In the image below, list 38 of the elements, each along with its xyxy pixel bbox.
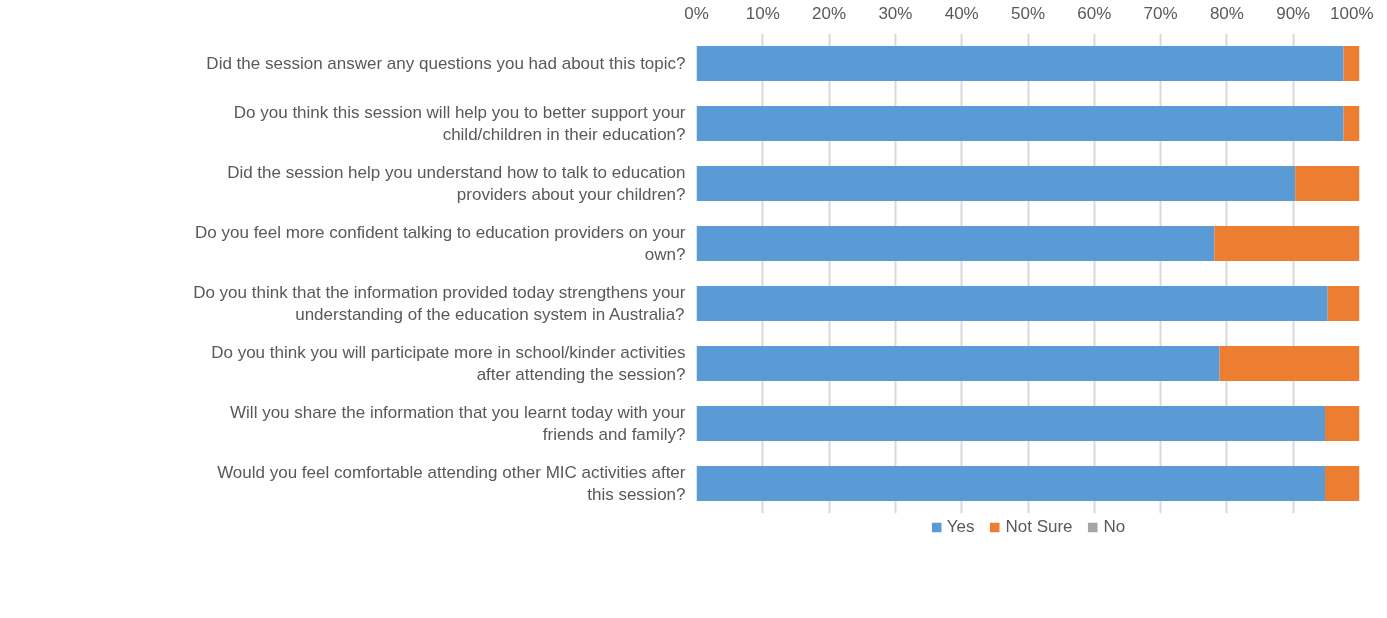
bar [696,346,1220,381]
bar [1325,406,1360,441]
y-tick-label: Do you think that the information provided today strengthens your understanding of the education system in Australia? [193,282,686,325]
y-tick-label: Would you feel comfortable attending other MIC activities after this session? [217,462,686,505]
x-tick-label: 50% [1010,3,1046,23]
bar [1219,346,1360,381]
bar [696,286,1328,321]
x-tick-label: 90% [1276,3,1311,23]
bar [1325,466,1360,501]
x-tick-label: 100% [1330,3,1374,23]
bar [1327,286,1360,321]
bar [1295,166,1360,201]
x-tick-label: 0% [684,3,709,23]
x-tick-label: 20% [812,3,847,23]
bar [1214,226,1360,261]
y-tick-label: Did the session help you understand how to talk to education providers about your children? [227,162,686,205]
bar [696,106,1344,141]
y-tick-label: Did the session answer any questions you had about this topic? [206,54,686,73]
y-tick-label: Do you feel more confident talking to education providers on your own? [195,222,686,265]
bar [696,406,1326,441]
x-tick-label: 30% [878,3,913,23]
y-tick-label: Will you share the information that you learnt today with your friends and family? [230,402,686,445]
bar [696,46,1344,81]
bar [1343,46,1360,81]
bar [696,466,1326,501]
legend-label: Not Sure [1005,517,1073,537]
x-tick-label: 10% [745,3,780,23]
bar [696,166,1296,201]
x-tick-label: 70% [1143,3,1178,23]
x-tick-label: 40% [944,3,979,23]
y-tick-label: Do you think this session will help you to better support your child/children in their education? [233,102,686,145]
bar [696,226,1215,261]
legend-label: No [1103,517,1126,537]
x-tick-label: 80% [1209,3,1244,23]
y-tick-label: Do you think you will participate more in school/kinder activities after attending the session? [211,342,686,385]
x-tick-label: 60% [1077,3,1112,23]
legend-label: Yes [946,517,975,537]
bar [1343,106,1360,141]
